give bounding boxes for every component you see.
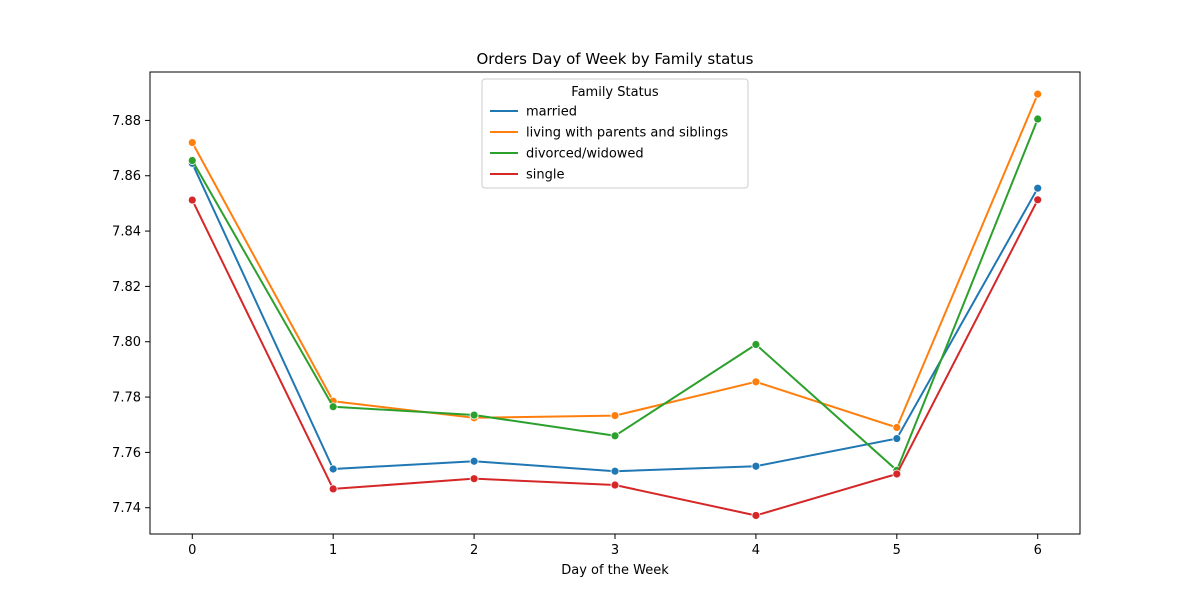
series-3 [187,195,1043,520]
legend-title: Family Status [571,85,659,100]
legend-box [481,78,749,189]
data-point [328,464,338,474]
y-tick-label: 7.74 [112,501,141,516]
axes: 0 1 2 3 4 5 6 7.74 7.76 7.78 7.80 7.82 7.84 7.86 7.88 [112,71,1081,558]
x-tick-label: 0 [188,543,196,558]
data-point [751,461,761,471]
data-point [187,138,197,147]
data-point [187,195,197,205]
legend-item: living with parents and siblings [490,126,728,141]
y-tick-label: 7.80 [112,335,141,350]
legend-item: married [490,105,577,120]
legend-label: living with parents and siblings [526,126,728,141]
y-tick-label: 7.84 [112,225,141,240]
y-tick-label: 7.82 [112,280,141,295]
data-point [892,434,902,443]
chart-title: Orders Day of Week by Family status [477,50,754,68]
legend-label: single [526,168,565,183]
data-point [892,423,902,432]
data-point [892,469,902,479]
legend-label: married [526,105,577,120]
series-line [191,162,1039,473]
y-tick-label: 7.86 [112,169,141,184]
data-point [751,511,761,520]
data-point [610,466,620,476]
x-tick-label: 2 [470,543,478,558]
y-tick-label: 7.88 [112,114,141,129]
data-point [610,480,620,490]
series-1 [187,89,1043,432]
data-point [1033,114,1043,124]
data-point [610,411,620,420]
data-point [328,484,338,494]
data-point [469,474,479,484]
x-tick-label: 5 [893,543,901,558]
legend-label: divorced/widowed [526,147,644,162]
data-point [1033,183,1043,193]
data-point [751,377,761,387]
y-tick-label: 7.76 [112,446,141,461]
data-point [1033,195,1043,205]
data-point [1033,89,1043,99]
data-point [610,431,620,441]
data-point [469,456,479,466]
data-point [751,340,761,349]
x-tick-label: 1 [329,543,337,558]
y-tick-label: 7.78 [112,391,141,406]
x-tick-label: 6 [1034,543,1042,558]
x-axis-label: Day of the Week [561,563,669,578]
x-tick-label: 3 [611,543,619,558]
data-point [328,402,338,412]
series-0 [187,158,1043,476]
legend-item: divorced/widowed [490,147,644,162]
legend-item: single [490,168,565,183]
plot-area [187,89,1043,520]
legend: Family Status married living with parents … [481,78,749,189]
data-point [469,410,479,420]
x-tick-label: 4 [752,543,760,558]
data-point [187,156,197,165]
